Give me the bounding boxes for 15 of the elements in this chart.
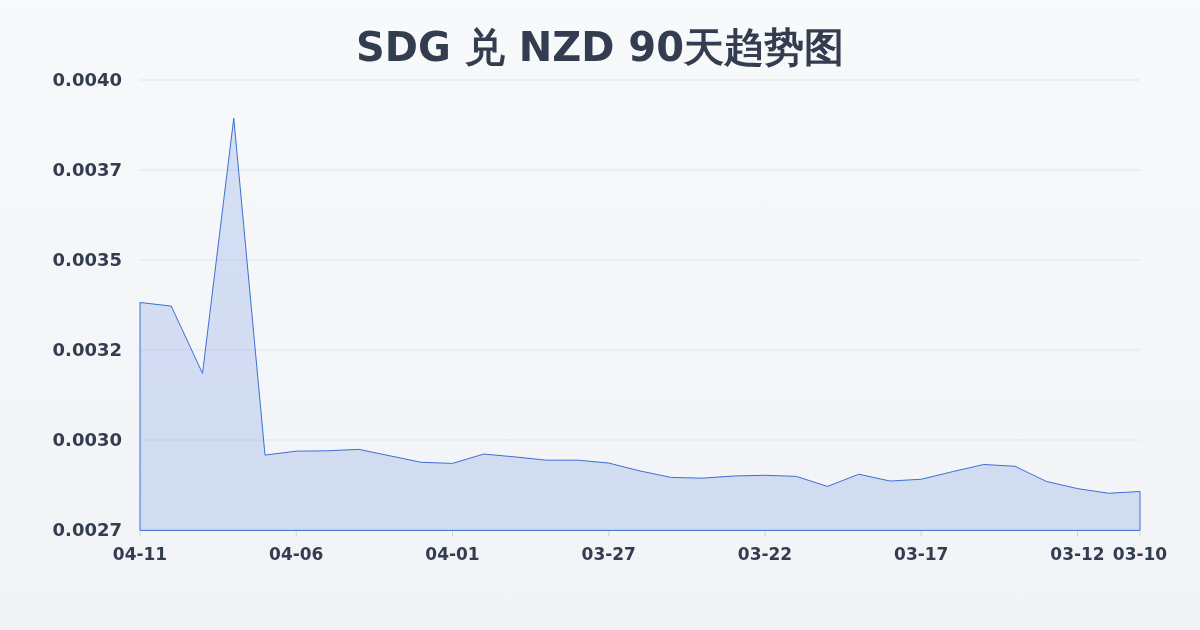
x-tick-label: 04-01 [425, 544, 480, 564]
x-tick-label: 03-10 [1112, 544, 1168, 564]
y-tick-label: 0.0040 [52, 69, 122, 90]
y-tick-label: 0.0030 [52, 429, 122, 450]
x-tick-label: 03-27 [581, 544, 636, 564]
x-tick-label: 04-11 [112, 544, 168, 564]
y-tick-label: 0.0032 [52, 339, 122, 360]
y-tick-label: 0.0035 [52, 249, 122, 270]
x-tick-label: 03-12 [1050, 544, 1105, 564]
y-tick-label: 0.0027 [52, 519, 122, 540]
x-tick-label: 03-17 [894, 544, 949, 564]
x-tick-label: 03-22 [737, 544, 793, 564]
y-tick-label: 0.0037 [52, 159, 122, 180]
x-tick-label: 04-06 [269, 544, 324, 564]
title: SDG 兑 NZD 90天趋势图 [356, 24, 844, 70]
